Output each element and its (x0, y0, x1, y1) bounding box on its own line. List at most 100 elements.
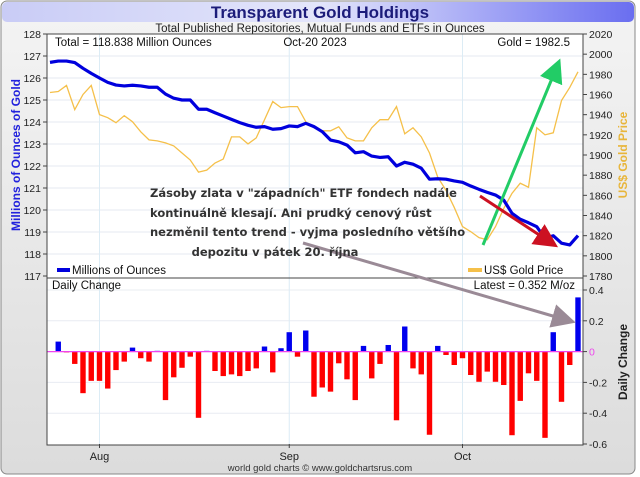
annotation-line: Zásoby zlata v "západních" ETF fondech n… (150, 186, 457, 200)
y2-tick-label: 1780 (589, 271, 613, 283)
y-tick-label: 122 (23, 161, 41, 173)
daily-change-bar (138, 351, 144, 359)
daily-change-title: Daily Change (52, 280, 121, 292)
daily-tick-label: -0.6 (589, 439, 607, 451)
daily-change-bar (451, 351, 457, 365)
y2-tick-label: 2000 (589, 49, 613, 61)
series-lines (49, 59, 580, 247)
daily-tick-label: -0.2 (589, 377, 607, 389)
daily-change-bar (146, 351, 152, 362)
daily-change-bar (261, 346, 268, 352)
y-tick-label: 126 (23, 73, 41, 85)
daily-change-bar (360, 345, 367, 352)
daily-change-bar (550, 332, 556, 352)
y-tick-label: 127 (23, 51, 41, 63)
daily-change-bar (253, 351, 259, 369)
y2-tick-label: 1860 (589, 190, 613, 202)
y-tick-label: 123 (23, 139, 41, 151)
y-tick-label: 118 (24, 249, 41, 261)
x-tick-label: Oct (454, 451, 471, 463)
daily-change-bar (72, 351, 78, 364)
daily-tick-label: 0.4 (589, 285, 604, 297)
daily-change-bar (377, 351, 383, 364)
daily-change-bar (228, 351, 235, 375)
title-bar (2, 2, 634, 22)
y2-tick-label: 1920 (589, 130, 613, 142)
y2-tick-label: 1900 (589, 150, 613, 162)
date-readout: Oct-20 2023 (283, 37, 346, 49)
daily-change-bar (542, 351, 548, 438)
daily-change-bar (410, 351, 416, 369)
daily-tick-label: 0 (589, 347, 595, 359)
daily-change-bars (47, 297, 583, 438)
daily-change-bar (270, 351, 276, 373)
daily-change-bar (385, 344, 391, 352)
footer-credit: world gold charts © www.goldchartsrus.co… (227, 463, 412, 474)
daily-change-bar (129, 347, 136, 352)
y-tick-label: 119 (24, 227, 41, 239)
daily-change-bar (162, 351, 169, 401)
daily-change-bar (402, 326, 408, 352)
daily-tick-label: 0.2 (589, 316, 604, 328)
daily-change-bar (352, 351, 358, 401)
daily-change-bar (80, 351, 86, 394)
holdings-line (49, 59, 580, 247)
daily-change-bar (237, 351, 243, 377)
daily-change-bar (327, 351, 334, 392)
daily-change-bar (278, 348, 284, 352)
daily-change-bar (171, 351, 177, 378)
daily-change-bar (344, 351, 350, 380)
y-tick-label: 117 (24, 271, 41, 283)
daily-change-bar (534, 351, 540, 381)
y2-tick-label: 1980 (589, 69, 613, 81)
legend-gold-price: US$ Gold Price (468, 265, 563, 277)
daily-change-bar (88, 351, 94, 381)
green-arrow (481, 58, 563, 246)
daily-change-bar (212, 351, 218, 372)
y-tick-label: 128 (23, 29, 41, 41)
legend-label-holdings: Millions of Ounces (72, 265, 166, 277)
daily-change-bar (303, 330, 309, 352)
daily-change-bar (558, 351, 565, 402)
annotation-line: depozitu v pátek 20. října (191, 244, 359, 259)
daily-change-bar (492, 351, 499, 382)
daily-change-bar (443, 351, 449, 355)
y-tick-label: 120 (23, 205, 41, 217)
chart-subtitle: Total Published Repositories, Mutual Fun… (155, 23, 484, 35)
y2-tick-label: 1940 (589, 110, 613, 122)
daily-tick-label: -0.4 (589, 408, 607, 420)
axes: 128 127 126 125 124 123 122 121 120 119 118 117 2020… (23, 29, 612, 463)
daily-change-bar (55, 341, 61, 352)
daily-change-bar (121, 351, 127, 362)
daily-change-bar (245, 351, 251, 372)
daily-change-bar (113, 351, 119, 371)
chart-title: Transparent Gold Holdings (211, 3, 429, 22)
y2-tick-label: 1880 (589, 170, 613, 182)
daily-change-bar (517, 351, 523, 401)
x-tick-label: Aug (90, 451, 110, 463)
daily-change-bar (220, 351, 226, 377)
daily-change-bar (567, 351, 573, 365)
daily-change-bar (294, 351, 301, 357)
daily-change-bar (311, 351, 317, 397)
y-tick-label: 125 (23, 95, 41, 107)
daily-change-bar (468, 351, 474, 376)
legend-label-gold: US$ Gold Price (484, 265, 563, 277)
x-tick-label: Sep (279, 451, 299, 463)
daily-change-bar (393, 351, 400, 421)
daily-change-bar (525, 351, 532, 374)
legend-holdings: Millions of Ounces (57, 265, 166, 277)
daily-change-bar (426, 351, 433, 435)
annotation-line: nezměnil tento trend - vyjma posledního … (150, 225, 466, 239)
latest-readout: Latest = 0.352 M/oz (474, 280, 576, 292)
daily-change-bar (509, 351, 515, 436)
daily-change-bar (435, 345, 441, 352)
gold-price-readout: Gold = 1982.5 (497, 37, 570, 49)
daily-change-bar (476, 351, 482, 382)
y2-tick-label: 1800 (589, 251, 613, 263)
total-readout: Total = 118.838 Million Ounces (55, 37, 212, 49)
y-tick-label: 124 (23, 117, 41, 129)
daily-change-bar (96, 351, 103, 381)
annotation-line: kontinuálně klesají. Ani prudký cenový r… (150, 205, 432, 220)
